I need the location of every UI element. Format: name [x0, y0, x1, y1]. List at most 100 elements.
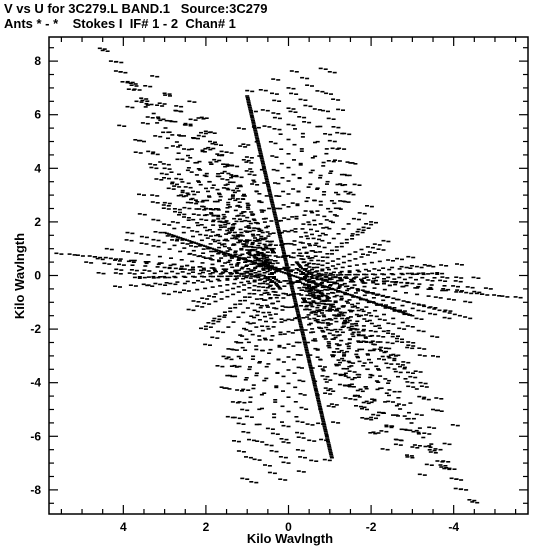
uv-point [247, 173, 252, 176]
uv-point [245, 206, 250, 208]
uv-point [339, 274, 344, 276]
uv-point [340, 291, 345, 294]
uv-point [386, 296, 391, 298]
uv-point [312, 382, 317, 385]
uv-point [293, 231, 298, 233]
uv-point [417, 347, 422, 349]
uv-point [463, 300, 468, 303]
uv-point [328, 220, 333, 223]
uv-point [211, 184, 216, 186]
uv-point [338, 311, 343, 313]
uv-point [422, 264, 427, 266]
uv-point [168, 120, 173, 122]
uv-point [455, 424, 460, 427]
uv-point [169, 257, 173, 259]
uv-point [440, 461, 445, 463]
uv-point [255, 440, 260, 442]
uv-point [286, 330, 291, 333]
uv-point [228, 307, 233, 309]
uv-point [286, 425, 291, 428]
uv-point [325, 299, 330, 302]
uv-point [239, 341, 244, 344]
uv-point [258, 252, 263, 255]
uv-point [240, 266, 245, 269]
uv-point [405, 282, 410, 285]
uv-point [286, 180, 291, 182]
uv-point [189, 240, 194, 243]
uv-point [286, 166, 291, 169]
uv-point [405, 381, 410, 383]
uv-point [313, 244, 318, 246]
uv-point [142, 276, 147, 279]
uv-point [265, 268, 270, 270]
uv-point [350, 333, 355, 335]
uv-point [150, 152, 155, 155]
uv-point [340, 326, 345, 328]
uv-point [256, 253, 261, 256]
uv-point [382, 281, 387, 283]
uv-point [162, 201, 167, 204]
uv-point [269, 220, 274, 222]
uv-point [230, 175, 235, 178]
uv-point [421, 436, 426, 439]
uv-point [310, 374, 315, 377]
uv-point [342, 173, 347, 176]
uv-point [380, 412, 385, 414]
uv-point [223, 223, 228, 226]
uv-point [173, 210, 177, 213]
uv-point [391, 333, 395, 335]
uv-point [366, 227, 371, 229]
uv-point [257, 275, 262, 277]
uv-point [391, 317, 396, 320]
uv-point [377, 327, 382, 329]
uv-point [201, 199, 206, 202]
uv-point [267, 261, 272, 263]
uv-point [347, 271, 352, 274]
uv-point [243, 349, 248, 351]
uv-point [325, 375, 330, 378]
uv-point [212, 317, 217, 320]
uv-point [257, 408, 262, 411]
uv-point [284, 438, 289, 441]
uv-point [320, 368, 325, 370]
uv-point [257, 273, 262, 275]
uv-point [182, 148, 186, 150]
uv-point [232, 223, 237, 225]
uv-point [467, 499, 472, 501]
uv-point [137, 89, 142, 91]
uv-point [374, 279, 378, 282]
uv-point [193, 199, 198, 201]
uv-point [233, 375, 238, 378]
uv-point [164, 119, 169, 122]
uv-point [196, 224, 200, 227]
uv-point [408, 375, 413, 378]
uv-point [342, 148, 347, 150]
uv-point [214, 160, 219, 163]
uv-point [331, 305, 336, 308]
uv-point [286, 462, 291, 464]
uv-point [252, 279, 257, 282]
uv-point [382, 288, 387, 291]
uv-point [235, 205, 240, 207]
uv-point [248, 222, 253, 225]
uv-point [241, 128, 246, 130]
uv-point [326, 389, 331, 392]
uv-point [302, 341, 307, 344]
uv-point [162, 275, 167, 278]
uv-point [328, 210, 333, 213]
uv-point [312, 381, 317, 383]
uv-point [253, 261, 258, 263]
uv-point [250, 90, 255, 93]
uv-point [303, 277, 307, 279]
uv-point [413, 370, 418, 372]
uv-point [226, 326, 231, 328]
uv-point [445, 277, 450, 279]
uv-point [296, 269, 301, 271]
uv-point [248, 366, 252, 368]
uv-point [310, 211, 315, 214]
uv-point [313, 287, 318, 289]
uv-point [314, 296, 319, 299]
uv-point [343, 184, 348, 186]
uv-point [324, 435, 329, 438]
uv-point [229, 273, 234, 275]
